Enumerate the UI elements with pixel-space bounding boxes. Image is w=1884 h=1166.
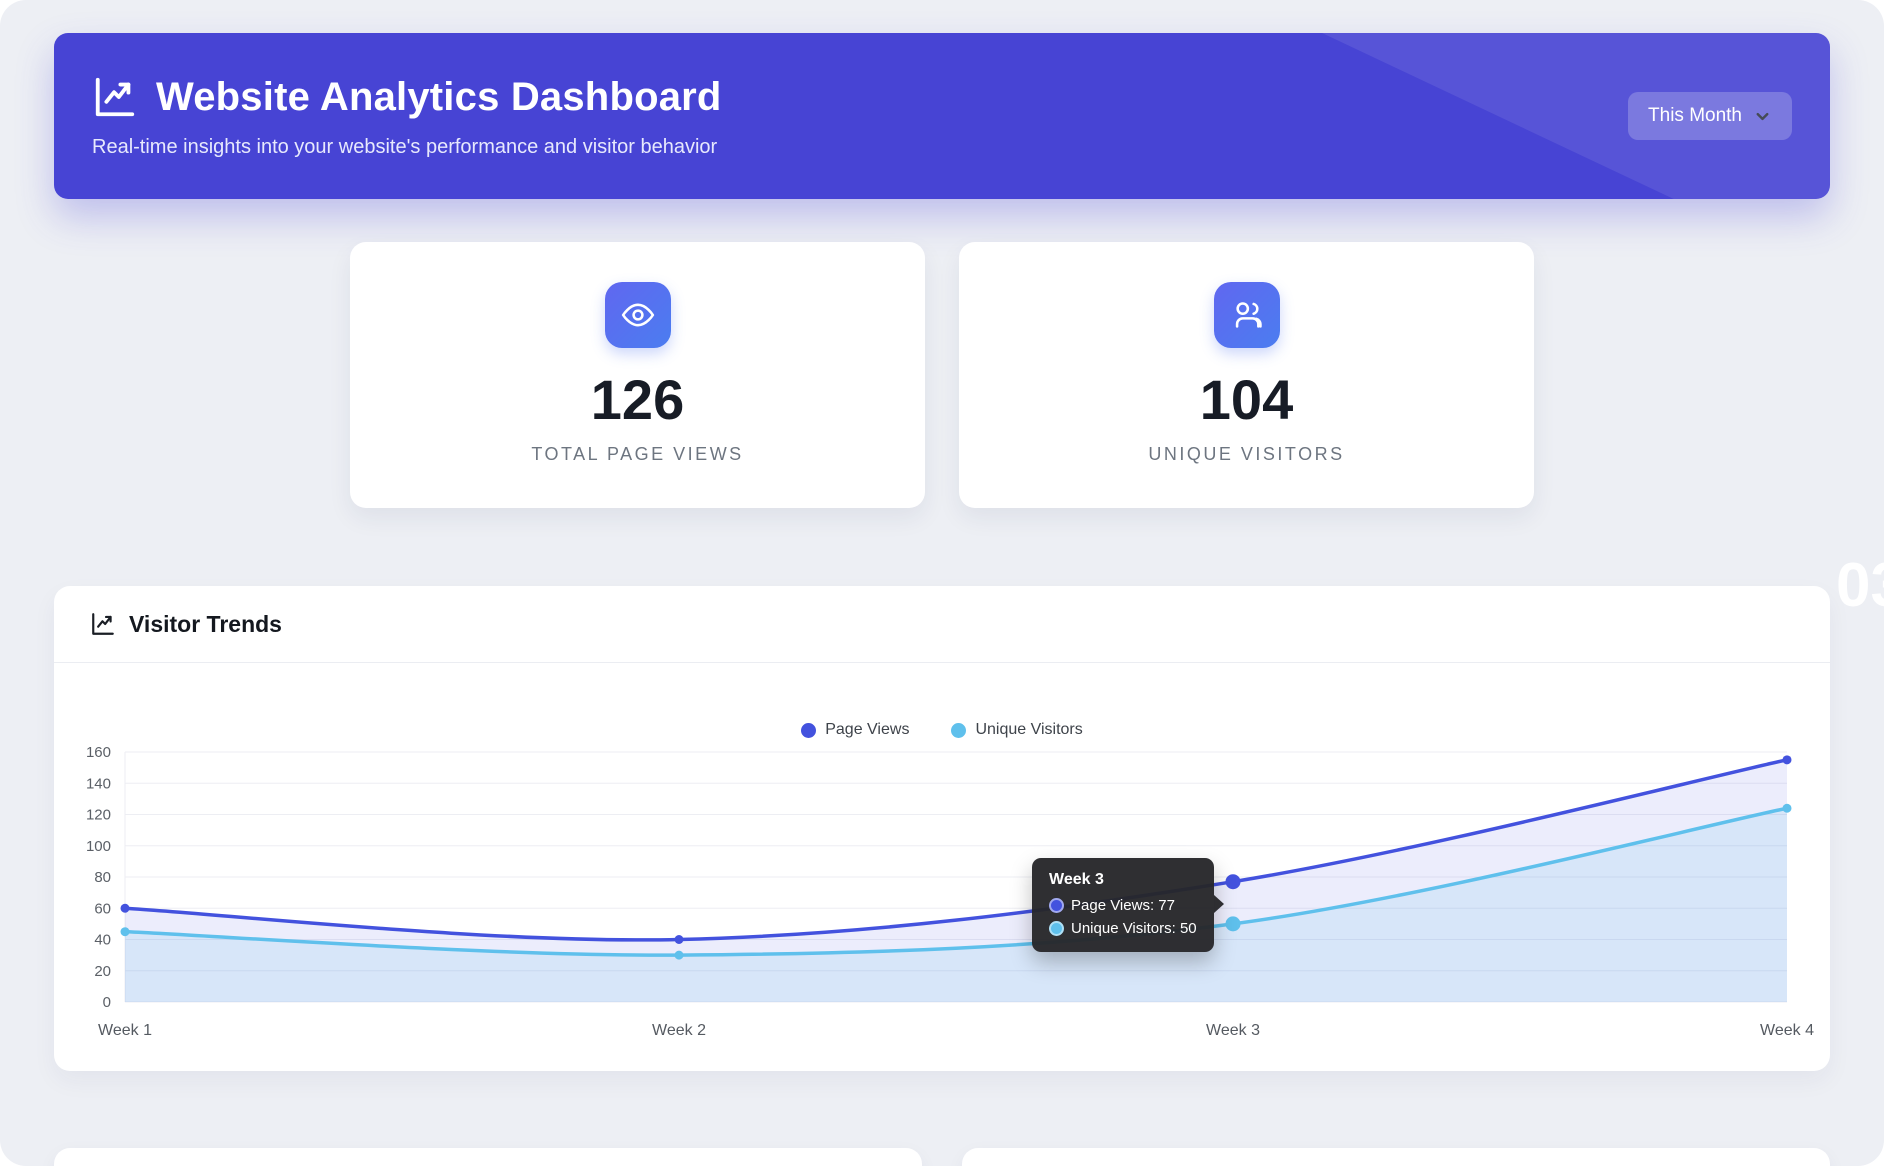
banner-content: Website Analytics Dashboard Real-time in… (54, 33, 1830, 199)
eye-icon (604, 282, 671, 348)
legend-item-unique-visitors[interactable]: Unique Visitors (951, 721, 1083, 739)
trending-chart-icon (92, 74, 138, 120)
period-selector-button[interactable]: This Month (1628, 92, 1792, 140)
unique-visitors-legend-dot-icon (951, 722, 967, 738)
legend-item-page-views[interactable]: Page Views (801, 721, 909, 739)
svg-text:60: 60 (94, 900, 111, 917)
chevron-down-icon (1753, 107, 1772, 126)
chart-tooltip: Week 3 Page Views: 77 Unique Visitors: 5… (1032, 858, 1224, 952)
bottom-card-left (54, 1148, 922, 1166)
visitor-trends-title: Visitor Trends (129, 610, 282, 637)
trending-chart-icon (90, 611, 116, 637)
total-page-views-label: TOTAL PAGE VIEWS (531, 444, 744, 464)
svg-text:40: 40 (94, 932, 111, 949)
stat-card-total-page-views: 126 TOTAL PAGE VIEWS (350, 242, 925, 508)
tooltip-row-text: Page Views: 77 (1071, 897, 1175, 914)
svg-text:Week 4: Week 4 (1760, 1022, 1814, 1039)
svg-text:80: 80 (94, 869, 111, 886)
bottom-cards-row (54, 1148, 1830, 1166)
svg-text:100: 100 (86, 838, 111, 855)
unique-visitors-label: UNIQUE VISITORS (1148, 444, 1345, 464)
visitor-trends-chart-area: Page Views Unique Visitors 0 20 40 60 80 100 1… (54, 663, 1830, 1070)
svg-text:20: 20 (94, 963, 111, 980)
tooltip-row-unique-visitors: Unique Visitors: 50 (1049, 920, 1197, 937)
unique-visitors-value: 104 (1199, 368, 1294, 431)
tooltip-row-text: Unique Visitors: 50 (1071, 920, 1197, 937)
users-icon (1213, 282, 1280, 348)
svg-text:Week 2: Week 2 (652, 1022, 706, 1039)
svg-text:0: 0 (103, 994, 111, 1011)
legend-item-label: Page Views (825, 721, 910, 738)
page-views-legend-dot-icon (801, 722, 817, 738)
page-subtitle: Real-time insights into your website's p… (92, 135, 718, 158)
bottom-card-right (962, 1148, 1830, 1166)
visitor-trends-card: Visitor Trends Page Views Unique Visitor… (54, 586, 1830, 1071)
svg-text:160: 160 (86, 744, 111, 761)
page-views-dot-icon (1049, 898, 1064, 913)
header-banner: Website Analytics Dashboard Real-time in… (54, 33, 1830, 199)
stats-row: 126 TOTAL PAGE VIEWS 104 UNIQUE VISITORS (0, 242, 1884, 508)
chart-legend: Page Views Unique Visitors (54, 721, 1830, 739)
svg-text:Week 1: Week 1 (98, 1022, 152, 1039)
total-page-views-value: 126 (590, 368, 685, 431)
visitor-trends-header: Visitor Trends (54, 586, 1830, 663)
svg-text:140: 140 (86, 775, 111, 792)
page-title: Website Analytics Dashboard (156, 74, 722, 119)
period-selector-label: This Month (1648, 105, 1742, 126)
stat-card-unique-visitors: 104 UNIQUE VISITORS (959, 242, 1534, 508)
tooltip-row-page-views: Page Views: 77 (1049, 897, 1197, 914)
legend-item-label: Unique Visitors (975, 721, 1083, 738)
svg-text:120: 120 (86, 807, 111, 824)
unique-visitors-dot-icon (1049, 921, 1064, 936)
tooltip-title: Week 3 (1049, 871, 1104, 888)
svg-text:Week 3: Week 3 (1206, 1022, 1260, 1039)
watermark-number: 03 (1836, 551, 1884, 620)
